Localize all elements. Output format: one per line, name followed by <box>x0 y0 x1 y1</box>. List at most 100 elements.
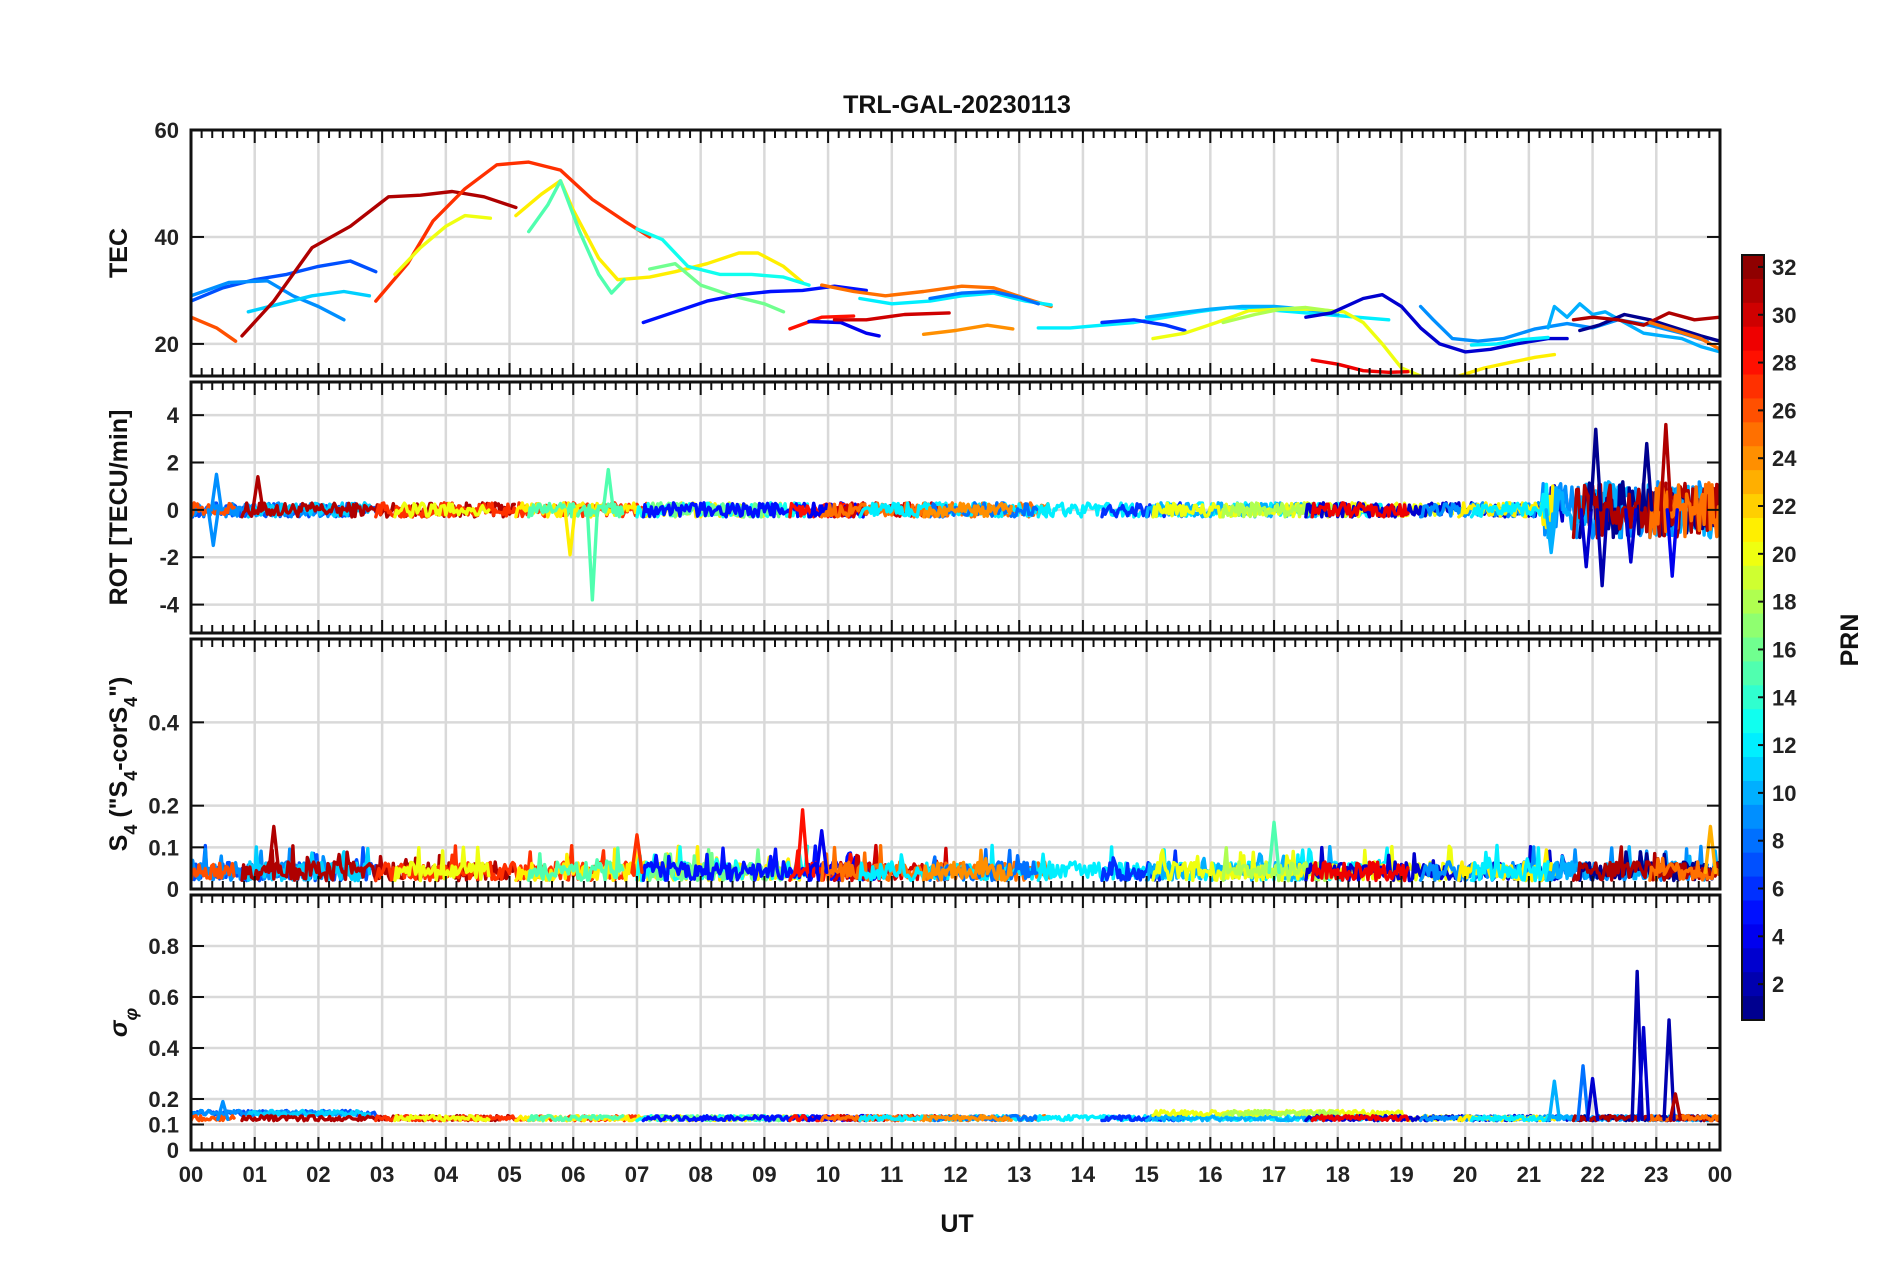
y-tick-label-sigma_phi: 0 <box>167 1138 179 1163</box>
colorbar-tick-label: 2 <box>1772 972 1784 997</box>
sigma_phi-series-prn-24 <box>921 1114 1013 1123</box>
colorbar-segment-prn-23 <box>1742 470 1764 495</box>
colorbar-tick-label: 32 <box>1772 255 1796 280</box>
y-axis-label-part: σ <box>105 1019 133 1037</box>
s4-spike-prn-15 <box>1267 820 1281 875</box>
x-tick-label: 12 <box>943 1162 967 1187</box>
sigma_phi-series-prn-20 <box>393 1113 491 1123</box>
rot-spike-prn-9 <box>209 472 224 512</box>
s4-spike-prn-31 <box>267 824 281 875</box>
rot-spike-prn-9 <box>206 508 220 548</box>
colorbar-tick-label: 18 <box>1772 590 1796 615</box>
x-tick-label: 13 <box>1007 1162 1031 1187</box>
tec-series-prn-15 <box>527 179 626 295</box>
tec-series-prn-30 <box>832 311 951 322</box>
x-tick-label: 08 <box>688 1162 712 1187</box>
colorbar-segment-prn-5 <box>1742 900 1764 925</box>
y-tick-label-s4: 0 <box>167 877 179 902</box>
panel-s4: 00.10.20.4S4 ("S4-corS4") <box>105 637 1722 902</box>
s4-spike-prn-4 <box>815 828 829 875</box>
x-tick-label: 06 <box>561 1162 585 1187</box>
colorbar-segment-prn-1 <box>1742 996 1764 1021</box>
y-tick-label-sigma_phi: 0.8 <box>148 934 179 959</box>
colorbar-segment-prn-12 <box>1742 733 1764 758</box>
colorbar-tick-label: 28 <box>1772 351 1796 376</box>
colorbar-segment-prn-21 <box>1742 517 1764 543</box>
rot-series-prn-24 <box>921 501 1013 519</box>
rot-spike-prn-1 <box>1589 427 1603 512</box>
sigma_phi-spike-prn-9 <box>216 1099 230 1122</box>
colorbar-segment-prn-7 <box>1742 852 1764 878</box>
y-tick-label-sigma_phi: 0.6 <box>148 985 179 1010</box>
x-tick-label: 10 <box>816 1162 840 1187</box>
ticks-tec <box>190 129 1721 376</box>
y-tick-label-rot: 4 <box>167 403 180 428</box>
tec-series-prn-8 <box>928 289 1040 306</box>
y-tick-label-s4: 0.1 <box>148 835 179 860</box>
rot-series-prn-20 <box>393 501 491 519</box>
x-tick-label: 19 <box>1389 1162 1413 1187</box>
tec-series-prn-9 <box>1418 304 1709 343</box>
x-axis-label: UT <box>940 1210 973 1238</box>
y-axis-label-rot: ROT [TECU/min] <box>105 410 133 606</box>
rot-series-prn-12 <box>1469 482 1550 519</box>
tec-series-prn-4 <box>807 319 881 338</box>
colorbar-segment-prn-25 <box>1742 422 1764 447</box>
panel-sigma_phi: 00.10.2 0.4 0.6 0.8 σφ 00 01 02 03 04 05 06 07 08 09 10… <box>105 893 1732 1187</box>
sigma_phi-spike-prn-10 <box>1547 1079 1562 1122</box>
colorbar-segment-prn-20 <box>1742 541 1764 567</box>
rot-series-prn-29 <box>1310 501 1410 519</box>
x-tick-label: 05 <box>497 1162 521 1187</box>
sigma_phi-spike-prn-31 <box>1668 1092 1683 1122</box>
s4-series-prn-26 <box>191 861 236 882</box>
y-axis-label-part: ("S <box>105 781 133 825</box>
rot-spike-prn-3 <box>1579 508 1593 569</box>
sigma_phi-spike-prn-3 <box>1636 1025 1651 1122</box>
y-tick-label-rot: -4 <box>159 593 179 618</box>
colorbar-segment-prn-18 <box>1742 589 1764 615</box>
colorbar-segment-prn-28 <box>1742 350 1764 376</box>
colorbar-segment-prn-17 <box>1742 613 1764 638</box>
y-axis-label-part: φ <box>121 1008 141 1021</box>
y-axis-label-part: 4 <box>121 771 141 781</box>
x-tick-label: 01 <box>242 1162 266 1187</box>
rot-spike-prn-31 <box>251 475 265 512</box>
colorbar-segment-prn-15 <box>1742 661 1764 686</box>
colorbar-segment-prn-29 <box>1742 326 1764 352</box>
y-tick-label-rot: 0 <box>167 498 179 523</box>
grid-sigma_phi <box>189 895 1722 1152</box>
tec-series-prn-7 <box>191 259 378 303</box>
colorbar-segment-prn-3 <box>1742 948 1764 973</box>
sigma_phi-series-prn-25 <box>1648 1113 1720 1123</box>
tec-series-prn-28 <box>788 314 856 331</box>
colorbar-segment-prn-24 <box>1742 446 1764 471</box>
tec-series-prn-13 <box>635 227 811 287</box>
colorbar-segment-prn-4 <box>1742 924 1764 949</box>
sigma_phi-spike-prn-2 <box>1662 1018 1676 1122</box>
colorbar-segment-prn-8 <box>1742 828 1764 854</box>
x-tick-label: 17 <box>1262 1162 1286 1187</box>
s4-spike-prn-23 <box>1703 824 1718 875</box>
colorbar-segment-prn-10 <box>1742 780 1764 806</box>
x-tick-label: 22 <box>1580 1162 1604 1187</box>
x-tick-label: 03 <box>370 1162 394 1187</box>
colorbar-segment-prn-30 <box>1742 302 1764 328</box>
x-tick-label: 07 <box>625 1162 649 1187</box>
x-tick-label: 23 <box>1644 1162 1668 1187</box>
chart-title: TRL-GAL-20230113 <box>843 91 1071 119</box>
sigma_phi-series-prn-15 <box>527 1113 625 1123</box>
rot-spike-prn-3 <box>1624 508 1638 564</box>
s4-series-prn-12 <box>1469 843 1550 883</box>
tec-series-prn-27 <box>374 160 652 303</box>
y-axis-label-part: 4 <box>121 697 141 707</box>
x-tick-label: 15 <box>1134 1162 1158 1187</box>
y-tick-label-sigma_phi: 0.1 <box>148 1113 179 1138</box>
colorbar-tick-label: 26 <box>1772 398 1796 423</box>
x-tick-label: 18 <box>1326 1162 1350 1187</box>
colorbar-segment-prn-9 <box>1742 804 1764 830</box>
s4-series-prn-15 <box>527 846 625 882</box>
tec-series-prn-31 <box>240 189 518 338</box>
x-tick-label: 16 <box>1198 1162 1222 1187</box>
y-axis-label-s4: S4 ("S4-corS4") <box>105 677 141 852</box>
data-tec <box>191 160 1720 376</box>
